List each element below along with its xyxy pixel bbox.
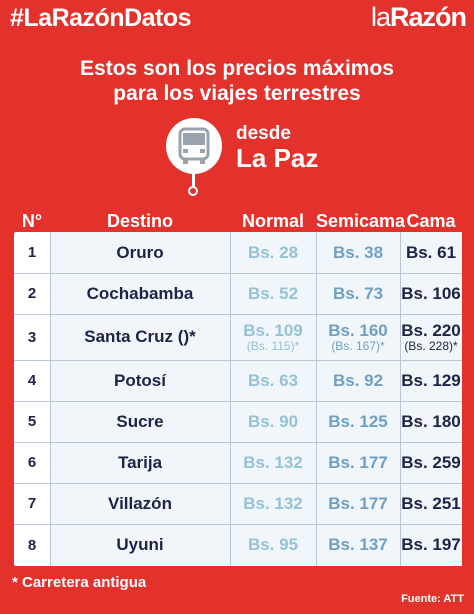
cama-price-cell: Bs. 180 xyxy=(401,411,461,431)
column-header-normal: Normal xyxy=(241,211,304,231)
normal-price-cell: Bs. 63 xyxy=(247,370,299,390)
table-row: 2 Cochabamba Bs. 52 Bs. 73 Bs. 106 xyxy=(14,273,462,314)
normal-price-cell: Bs. 132 xyxy=(243,493,303,513)
normal-price-old-road: (Bs. 115)* xyxy=(246,339,300,353)
semicama-price-cell: Bs. 125 xyxy=(328,411,388,431)
headline-line-1: Estos son los precios máximos xyxy=(80,57,394,80)
table-row: 8 Uyuni Bs. 95 Bs. 137 Bs. 197 xyxy=(14,524,462,566)
column-header-cama: Cama xyxy=(406,211,456,231)
row-divider xyxy=(14,360,462,361)
cama-price-cell: Bs. 129 xyxy=(401,370,461,390)
row-divider xyxy=(14,524,462,525)
normal-price-cell: Bs. 90 xyxy=(247,411,299,431)
row-number: 6 xyxy=(27,454,37,471)
source-credit: Fuente: ATT xyxy=(401,593,464,605)
cama-price-cell: Bs. 220 (Bs. 228)* xyxy=(400,314,462,360)
table-row: 3 Santa Cruz ()* Bs. 109 (Bs. 115)* Bs. … xyxy=(14,314,462,360)
row-number: 3 xyxy=(27,328,37,346)
normal-price-cell: Bs. 109 (Bs. 115)* xyxy=(230,314,316,360)
cama-price-cell: Bs. 106 xyxy=(401,283,461,303)
origin-prefix: desde xyxy=(236,123,291,144)
semicama-price-cell: Bs. 177 xyxy=(328,452,388,472)
cama-price-cell: Bs. 61 xyxy=(405,242,457,262)
table-row: 5 Sucre Bs. 90 Bs. 125 Bs. 180 xyxy=(14,401,462,442)
price-table: 1 Oruro Bs. 28 Bs. 38 Bs. 61 2 Cochabamb… xyxy=(14,232,462,566)
normal-price-cell: Bs. 52 xyxy=(247,283,299,303)
cama-price-cell: Bs. 197 xyxy=(401,535,461,554)
semicama-price-cell: Bs. 92 xyxy=(332,370,384,390)
normal-price-cell: Bs. 95 xyxy=(247,535,299,554)
row-divider xyxy=(14,314,462,315)
cama-price: Bs. 220 xyxy=(401,321,461,340)
semicama-price: Bs. 160 xyxy=(328,321,388,340)
brand-logo: laRazón xyxy=(370,2,467,33)
column-divider xyxy=(316,232,317,566)
row-divider xyxy=(14,401,462,402)
normal-price: Bs. 109 xyxy=(243,321,303,340)
footnote: * Carretera antigua xyxy=(12,574,147,591)
column-header-num: N° xyxy=(21,211,43,231)
table-row: 6 Tarija Bs. 132 Bs. 177 Bs. 259 xyxy=(14,442,462,483)
cama-price-old-road: (Bs. 228)* xyxy=(404,339,458,353)
table-body-background xyxy=(50,232,462,566)
destination-cell: Santa Cruz ()* xyxy=(84,327,196,346)
row-divider xyxy=(14,483,462,484)
table-row: 7 Villazón Bs. 132 Bs. 177 Bs. 251 xyxy=(14,483,462,524)
row-number: 4 xyxy=(27,372,37,389)
destination-cell: Potosí xyxy=(114,370,166,390)
origin-city: La Paz xyxy=(236,143,319,173)
column-divider xyxy=(50,232,51,566)
brand-razon: Razón xyxy=(390,2,467,32)
semicama-price-cell: Bs. 38 xyxy=(332,242,384,262)
destination-cell: Uyuni xyxy=(116,535,164,554)
destination-cell: Villazón xyxy=(108,493,172,513)
cama-price-cell: Bs. 259 xyxy=(401,452,461,472)
column-divider xyxy=(400,232,401,566)
column-header-destination: Destino xyxy=(106,211,173,231)
row-number: 2 xyxy=(27,285,37,302)
row-divider xyxy=(14,273,462,274)
cama-price-cell: Bs. 251 xyxy=(401,493,461,513)
destination-cell: Sucre xyxy=(116,411,164,431)
column-header-semicama: Semicama xyxy=(316,211,406,231)
normal-price-cell: Bs. 132 xyxy=(243,452,303,472)
column-divider xyxy=(230,232,231,566)
location-pin-stem xyxy=(192,174,195,188)
semicama-price-old-road: (Bs. 167)* xyxy=(331,339,385,353)
headline: Estos son los precios máximos para los v… xyxy=(0,56,474,106)
row-number: 5 xyxy=(27,413,37,430)
row-number: 8 xyxy=(27,536,37,554)
table-row: 4 Potosí Bs. 63 Bs. 92 Bs. 129 xyxy=(14,360,462,401)
hashtag-title: #LaRazónDatos xyxy=(10,4,192,32)
table-row: 1 Oruro Bs. 28 Bs. 38 Bs. 61 xyxy=(14,232,462,273)
destination-cell: Cochabamba xyxy=(86,283,194,303)
semicama-price-cell: Bs. 73 xyxy=(332,283,384,303)
destination-cell: Tarija xyxy=(117,452,163,472)
bus-icon xyxy=(166,118,222,174)
origin-label: desde La Paz xyxy=(236,123,319,173)
headline-line-2: para los viajes terrestres xyxy=(113,82,361,105)
semicama-price-cell: Bs. 137 xyxy=(328,535,388,554)
semicama-price-cell: Bs. 177 xyxy=(328,493,388,513)
destination-cell: Oruro xyxy=(116,242,164,262)
row-divider xyxy=(14,442,462,443)
bus-icon-graphic xyxy=(178,127,210,164)
brand-la: la xyxy=(370,2,391,32)
row-number: 1 xyxy=(27,244,37,261)
row-number: 7 xyxy=(27,495,37,512)
normal-price-cell: Bs. 28 xyxy=(247,242,299,262)
location-pin-dot xyxy=(188,186,198,196)
semicama-price-cell: Bs. 160 (Bs. 167)* xyxy=(316,314,400,360)
